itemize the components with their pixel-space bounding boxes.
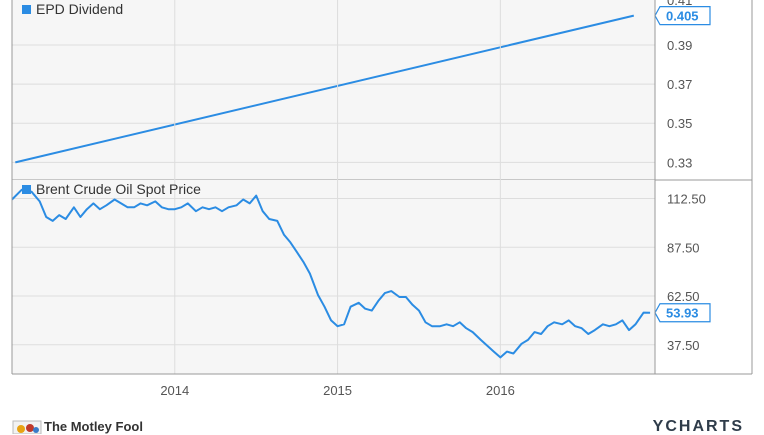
- legend-swatch: [22, 185, 31, 194]
- plot-background: [12, 0, 655, 180]
- last-value-tag: [654, 6, 711, 26]
- x-tick-label: 2015: [323, 383, 352, 398]
- footer-source-logo: YCHARTS: [652, 418, 744, 435]
- legend-label: EPD Dividend: [36, 1, 123, 17]
- y-tick-label: 62.50: [667, 289, 700, 304]
- motley-fool-logo-icon: [12, 420, 42, 434]
- y-tick-label-partial: 0.41: [667, 0, 692, 8]
- chart-panel-0: 0.33 0.35 0.37 0.39 0.410.405 EPD Dividend: [12, 0, 752, 181]
- y-tick-label: 0.39: [667, 38, 692, 53]
- y-tick-label: 0.35: [667, 116, 692, 131]
- footer-brand: The Motley Fool: [44, 419, 143, 434]
- y-tick-label: 87.50: [667, 240, 700, 255]
- legend-label: Brent Crude Oil Spot Price: [36, 181, 201, 197]
- series-line: [11, 188, 651, 359]
- series-line: [15, 14, 635, 164]
- plot-background: [12, 180, 655, 374]
- last-value-label: 53.93: [666, 306, 699, 321]
- chart-panel-1: 37.50 62.50 87.50 112.50 53.93 Brent Crude Oi…: [11, 0, 752, 375]
- y-tick-label: 112.50: [667, 192, 706, 207]
- x-tick-label: 2014: [160, 383, 189, 398]
- last-value-tag: [654, 303, 711, 323]
- last-value-label: 0.405: [666, 9, 699, 24]
- legend-swatch: [22, 5, 31, 14]
- y-tick-label: 0.37: [667, 77, 692, 92]
- x-tick-label: 2016: [486, 383, 515, 398]
- y-tick-label: 0.33: [667, 155, 692, 170]
- y-tick-label: 37.50: [667, 338, 700, 353]
